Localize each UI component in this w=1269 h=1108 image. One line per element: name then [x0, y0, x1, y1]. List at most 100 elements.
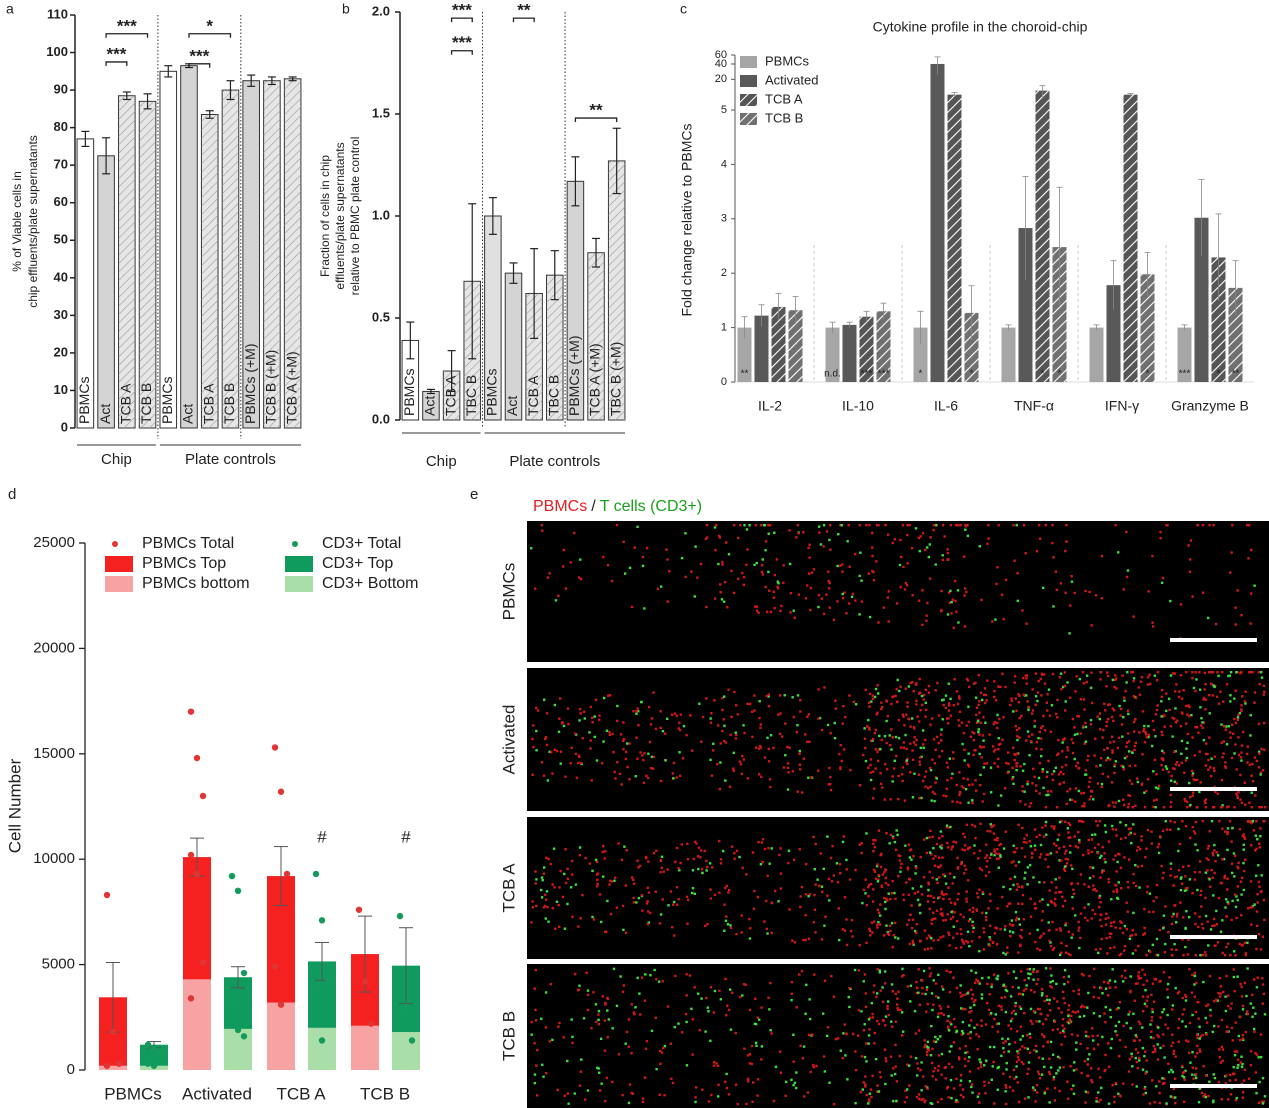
cell-dot	[1146, 828, 1150, 832]
cell-dot	[1126, 806, 1130, 809]
bar-hatch	[947, 94, 962, 382]
cell-dot	[932, 900, 936, 904]
legend-swatch	[740, 56, 757, 68]
cell-dot	[1227, 902, 1230, 905]
legend-label: PBMCs Total	[142, 535, 234, 552]
cell-dot	[1167, 1062, 1170, 1065]
cell-dot	[1099, 918, 1102, 922]
cell-dot	[1219, 690, 1222, 693]
cell-dot	[940, 589, 943, 593]
legend-label: PBMCs bottom	[142, 575, 250, 592]
cell-dot	[952, 936, 955, 939]
cell-dot	[1232, 968, 1235, 971]
cell-dot	[1060, 687, 1063, 691]
cell-dot	[1002, 847, 1006, 850]
cell-dot	[1131, 806, 1135, 809]
y-tick-label: 50	[54, 232, 68, 247]
cell-dot	[1177, 1040, 1181, 1043]
cell-dot	[1240, 801, 1244, 805]
cell-dot	[845, 1032, 848, 1035]
cell-dot	[971, 920, 974, 924]
cell-dot	[727, 1093, 731, 1096]
cell-dot	[994, 618, 997, 621]
cell-dot	[996, 1088, 999, 1091]
cell-dot	[1163, 1081, 1166, 1085]
cell-dot	[869, 934, 872, 937]
cell-dot	[791, 696, 794, 699]
cell-dot	[1169, 867, 1173, 871]
cell-dot	[871, 797, 875, 800]
cell-dot	[659, 1062, 662, 1066]
cell-dot	[1117, 551, 1120, 554]
cell-dot	[900, 1011, 904, 1014]
cell-dot	[929, 972, 933, 975]
y-tick-label: 90	[54, 82, 68, 97]
cell-dot	[1033, 990, 1036, 994]
cell-dot	[1115, 1033, 1119, 1037]
cell-dot	[549, 982, 552, 986]
cell-dot	[1002, 885, 1005, 889]
cell-dot	[623, 572, 627, 575]
cell-dot	[838, 752, 841, 756]
cell-dot	[809, 1070, 812, 1074]
cell-dot	[1063, 1001, 1066, 1005]
cell-dot	[906, 1088, 909, 1091]
cell-dot	[1100, 871, 1104, 874]
cell-dot	[1011, 777, 1014, 781]
cell-dot	[638, 992, 641, 995]
cell-dot	[1120, 887, 1123, 890]
cell-dot	[633, 1013, 636, 1016]
cell-dot	[1186, 741, 1189, 744]
cell-dot	[1142, 730, 1145, 733]
cell-dot	[1128, 779, 1132, 782]
cell-dot	[1116, 746, 1120, 750]
cell-dot	[938, 866, 941, 869]
cell-dot	[836, 600, 839, 603]
cell-dot	[926, 900, 930, 903]
cell-dot	[636, 707, 639, 710]
cell-dot	[1126, 741, 1129, 744]
cell-dot	[739, 995, 742, 999]
cell-dot	[917, 968, 920, 971]
cell-dot	[1066, 858, 1070, 861]
cell-dot	[1189, 1061, 1192, 1064]
cell-dot	[1152, 1044, 1156, 1048]
cell-dot	[1125, 901, 1128, 904]
cell-dot	[761, 573, 765, 576]
cell-dot	[906, 1063, 909, 1066]
cell-dot	[546, 576, 549, 579]
cell-dot	[1164, 820, 1167, 823]
cell-dot	[1241, 834, 1245, 838]
cell-dot	[964, 993, 967, 996]
cell-dot	[820, 728, 824, 732]
cell-dot	[1166, 982, 1170, 986]
cell-dot	[658, 1093, 661, 1096]
cell-dot	[1064, 857, 1067, 861]
cell-dot	[590, 1026, 593, 1030]
cell-dot	[1083, 883, 1086, 886]
cell-dot	[980, 1065, 983, 1068]
cell-dot	[1135, 1035, 1138, 1039]
legend-swatch	[285, 576, 313, 592]
cell-dot	[863, 727, 866, 730]
cell-dot	[640, 893, 644, 897]
cell-dot	[832, 1102, 836, 1106]
cell-dot	[1047, 793, 1050, 797]
cell-dot	[812, 1065, 815, 1069]
cell-dot	[1034, 848, 1037, 852]
cell-dot	[891, 541, 895, 545]
cell-dot	[1103, 748, 1106, 752]
cell-dot	[678, 721, 681, 724]
cell-dot	[985, 918, 988, 922]
cell-dot	[613, 879, 616, 883]
cell-dot	[925, 988, 929, 992]
cell-dot	[1037, 1072, 1041, 1076]
y-axis-label: Fold change relative to PBMCs	[679, 124, 695, 317]
cell-dot	[894, 848, 898, 852]
cell-dot	[850, 595, 854, 599]
cell-dot	[888, 898, 892, 901]
cell-dot	[1070, 798, 1074, 802]
cell-dot	[1155, 798, 1158, 801]
cell-dot	[739, 763, 743, 766]
cell-dot	[1143, 932, 1147, 935]
